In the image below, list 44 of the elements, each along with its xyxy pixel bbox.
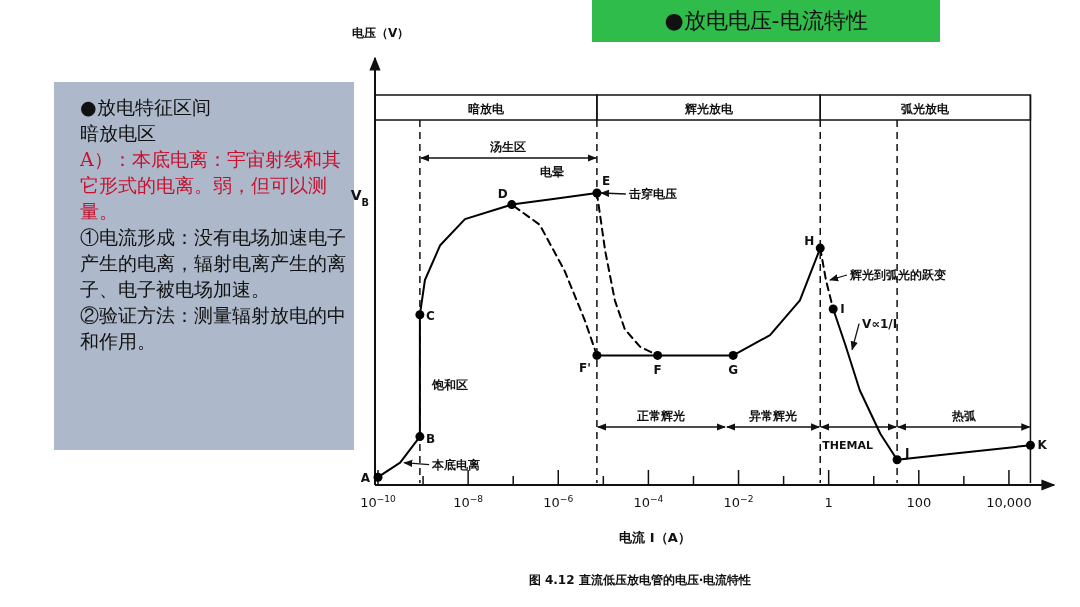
- x-tick-label: 10$^{−6}$: [543, 494, 574, 510]
- text: ①电流形成：没有电场加速电子产生的电离，辐射电离产生的离子、电子被电场加速。: [80, 225, 346, 302]
- annotation: F': [579, 361, 591, 376]
- annotation: 本底电离: [431, 457, 481, 472]
- annotation: V∝1/I: [862, 316, 898, 331]
- annotation: I: [840, 302, 845, 316]
- annotation: D: [497, 186, 508, 201]
- text: V$_{B}$: [350, 187, 369, 208]
- annotation: E: [601, 174, 611, 188]
- annotation: F: [653, 363, 662, 378]
- x-tick-label: 10$^{−4}$: [633, 494, 664, 510]
- x-tick-label: 10$^{−10}$: [360, 494, 397, 510]
- x-tick-label: 1: [824, 495, 833, 510]
- annotation: J: [904, 445, 910, 460]
- text: 辉光放电: [683, 102, 734, 116]
- text: ●放电特征区间: [80, 95, 212, 120]
- annotation: THEMAL: [822, 439, 873, 452]
- text: 暗放电: [467, 102, 505, 116]
- text: 电晕: [540, 165, 564, 179]
- annotation: A: [360, 471, 371, 486]
- annotation: 饱和区: [430, 378, 468, 393]
- annotation: 异常辉光: [748, 409, 798, 423]
- text: 汤生区: [489, 140, 527, 154]
- chart-title: ●放电电压-电流特性: [592, 0, 940, 42]
- x-axis-title: 电流 I（A）: [619, 530, 691, 545]
- x-tick-label: 10$^{−2}$: [723, 494, 754, 510]
- x-tick-label: 10$^{−8}$: [453, 494, 484, 510]
- annotation: H: [804, 234, 815, 249]
- text: 暗放电区: [80, 121, 157, 146]
- annotation: 辉光到弧光的跃变: [848, 268, 946, 282]
- annotation: 热弧: [950, 409, 977, 423]
- annotation: K: [1037, 438, 1048, 453]
- annotation: 正常辉光: [636, 409, 686, 423]
- x-tick-label: 10,000: [986, 495, 1032, 510]
- annotation: C: [425, 308, 435, 323]
- annotation: 击穿电压: [627, 187, 677, 201]
- text: ②验证方法：测量辐射放电的中和作用。: [80, 303, 346, 354]
- text: A）：本底电离：宇宙射线和其它形式的电离。弱，但可以测量。: [80, 147, 342, 224]
- text: 图 4.12 直流低压放电管的电压·电流特性: [528, 573, 752, 587]
- annotation: B: [425, 431, 436, 446]
- text: 弧光放电: [901, 102, 951, 116]
- text: 电压（V）: [352, 26, 410, 40]
- annotation: G: [728, 363, 739, 378]
- x-tick-label: 100: [906, 495, 932, 510]
